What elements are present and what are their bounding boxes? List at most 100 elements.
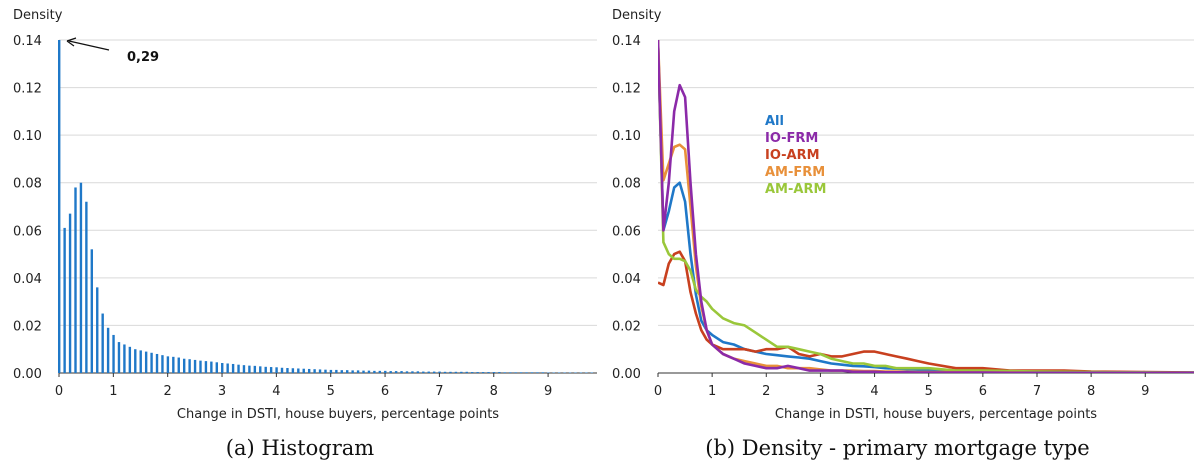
histogram-bar bbox=[340, 370, 343, 373]
x-tick-label: 6 bbox=[979, 384, 987, 399]
histogram-bar bbox=[503, 372, 507, 373]
histogram-bar bbox=[449, 371, 452, 373]
histogram-bar bbox=[117, 342, 121, 373]
x-tick-label: 9 bbox=[544, 384, 552, 399]
x-tick-label: 7 bbox=[1033, 384, 1041, 399]
y-tick-label: 0.08 bbox=[13, 177, 42, 192]
histogram-bar bbox=[541, 372, 545, 373]
x-tick-label: 8 bbox=[490, 384, 498, 399]
histogram-bar bbox=[74, 187, 77, 373]
histogram-bar bbox=[400, 371, 403, 373]
histogram-bar bbox=[275, 367, 278, 373]
series-line-all bbox=[658, 39, 1194, 373]
histogram-bar bbox=[465, 371, 468, 373]
histogram-bar bbox=[329, 369, 333, 373]
annotation-arrow-line bbox=[68, 40, 110, 51]
histogram-bar bbox=[362, 370, 365, 373]
y-tick-label: 0.00 bbox=[13, 367, 42, 382]
histogram-bars bbox=[58, 40, 593, 374]
histogram-bar bbox=[394, 371, 398, 373]
histogram-bar bbox=[237, 364, 240, 373]
histogram-bar bbox=[405, 371, 409, 373]
histogram-bar bbox=[367, 370, 371, 373]
histogram-bar bbox=[269, 367, 273, 373]
y-tick-label: 0.02 bbox=[612, 319, 641, 334]
y-tick-label: 0.06 bbox=[612, 224, 641, 239]
legend-entry-all: All bbox=[765, 114, 784, 129]
histogram-bar bbox=[476, 372, 479, 373]
x-tick-label: 8 bbox=[1087, 384, 1095, 399]
histogram-bar bbox=[389, 371, 392, 373]
histogram-bar bbox=[112, 334, 115, 373]
histogram-bar bbox=[264, 366, 267, 373]
legend-entry-am-arm: AM-ARM bbox=[765, 182, 826, 197]
legend-entry-io-frm: IO-FRM bbox=[765, 131, 818, 146]
y-tick-label: 0.14 bbox=[612, 34, 641, 49]
histogram-bar bbox=[188, 359, 191, 373]
annotation-arrow-head bbox=[66, 37, 77, 47]
histogram-bar bbox=[58, 40, 61, 373]
histogram-bar bbox=[563, 372, 566, 374]
histogram-bar bbox=[221, 363, 224, 373]
histogram-bar bbox=[568, 372, 572, 374]
legend-entry-am-frm: AM-FRM bbox=[765, 165, 825, 180]
histogram-bar bbox=[335, 369, 338, 373]
y-tick-label: 0.10 bbox=[13, 129, 42, 144]
y-axis-title: Density bbox=[13, 8, 63, 23]
legend-entry-io-arm: IO-ARM bbox=[765, 148, 820, 163]
y-tick-label: 0.12 bbox=[612, 82, 641, 97]
histogram-bar bbox=[90, 249, 94, 373]
x-tick-label: 1 bbox=[109, 384, 117, 399]
x-tick-label: 2 bbox=[164, 384, 172, 399]
histogram-bar bbox=[193, 359, 197, 373]
x-tick-label: 5 bbox=[925, 384, 933, 399]
y-tick-label: 0.04 bbox=[13, 272, 42, 287]
x-tick-label: 1 bbox=[708, 384, 716, 399]
histogram-bar bbox=[346, 370, 349, 373]
histogram-bar bbox=[438, 371, 441, 373]
histogram-bar bbox=[231, 363, 235, 373]
x-tick-label: 3 bbox=[816, 384, 824, 399]
histogram-bar bbox=[574, 372, 577, 374]
histogram-bar bbox=[411, 371, 414, 373]
x-tick-label: 7 bbox=[435, 384, 443, 399]
histogram-bar bbox=[79, 182, 83, 373]
histogram-bar bbox=[525, 372, 528, 373]
histogram-bar bbox=[514, 372, 517, 373]
histogram-bar bbox=[307, 368, 311, 373]
histogram-bar bbox=[63, 227, 66, 373]
histogram-bar bbox=[324, 369, 327, 373]
histogram-bar bbox=[443, 371, 447, 373]
histogram-bar bbox=[487, 372, 490, 373]
histogram-bar bbox=[166, 356, 170, 373]
histogram-bar bbox=[96, 287, 99, 373]
histogram-panel: Density 0.00 0.02 0.04 0.06 0.08 0.10 0.12 0.14 0… bbox=[0, 0, 600, 460]
histogram-bar bbox=[259, 366, 262, 373]
caption-a: (a) Histogram bbox=[225, 436, 375, 460]
x-tick-label: 0 bbox=[55, 384, 63, 399]
histogram-bar bbox=[199, 360, 202, 373]
x-tick-label: 5 bbox=[327, 384, 335, 399]
x-tick-label: 6 bbox=[381, 384, 389, 399]
histogram-bar bbox=[150, 352, 153, 373]
series-line-io-frm bbox=[658, 39, 1194, 373]
histogram-bar bbox=[530, 372, 534, 373]
histogram-bar bbox=[481, 372, 485, 373]
y-axis-title: Density bbox=[612, 8, 662, 23]
histogram-bar bbox=[106, 327, 110, 373]
histogram-bar bbox=[297, 368, 300, 373]
x-tick-label: 4 bbox=[870, 384, 878, 399]
histogram-bar bbox=[101, 313, 104, 373]
histogram-bar bbox=[68, 213, 72, 373]
histogram-bar bbox=[547, 372, 550, 374]
y-tick-label: 0.04 bbox=[612, 272, 641, 287]
y-tick-label: 0.06 bbox=[13, 224, 42, 239]
histogram-bar bbox=[536, 372, 539, 373]
x-tick-label: 2 bbox=[762, 384, 770, 399]
histogram-bar bbox=[286, 368, 289, 373]
histogram-bar bbox=[182, 358, 186, 373]
x-tick-label: 0 bbox=[654, 384, 662, 399]
histogram-bar bbox=[557, 372, 561, 374]
histogram-chart: Density 0.00 0.02 0.04 0.06 0.08 0.10 0.12 0.14 0… bbox=[13, 8, 597, 422]
histogram-bar bbox=[210, 361, 213, 373]
